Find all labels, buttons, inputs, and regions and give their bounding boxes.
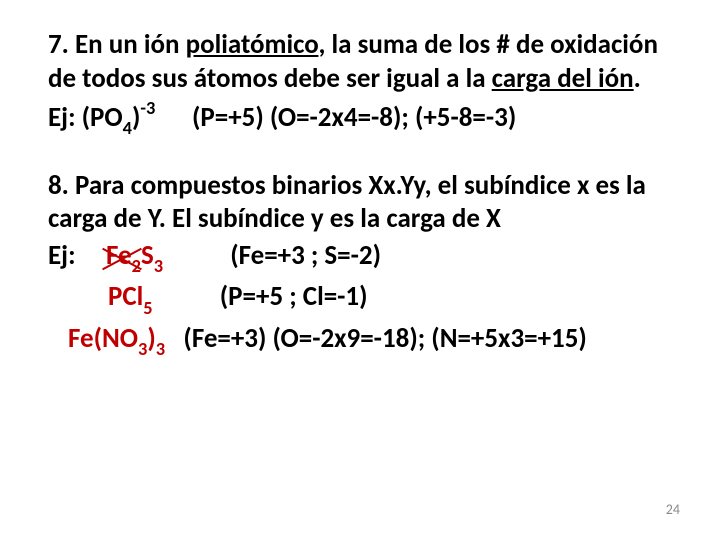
page-number: 24 (666, 501, 680, 518)
pcl-text: PCl (108, 280, 143, 313)
feno-calc: (Fe=+3) (O=-2x9=-18); (N=+5x3=+15) (183, 322, 586, 355)
rule-7-text: 7. En un ión poliatómico, la suma de los… (48, 28, 672, 96)
feno-mid: ) (147, 322, 155, 355)
ej-label: Ej: (PO (48, 101, 123, 134)
fe2s3-crossed: Fe2S3 (106, 238, 163, 277)
rule-7-calc: (P=+5) (O=-2x4=-8); (+5-8=-3) (192, 101, 516, 134)
po4-sup: -3 (140, 97, 155, 119)
fe-calc: (Fe=+3 ; S=-2) (230, 239, 381, 272)
fe-sub-2: 3 (154, 255, 163, 277)
rule-8-block: 8. Para compuestos binarios Xx.Yy, el su… (48, 169, 672, 360)
s-text: S (141, 239, 154, 272)
rule-7-example: Ej: (PO4)-3 (P=+5) (O=-2x4=-8); (+5-8=-3… (48, 98, 672, 139)
sp3 (165, 322, 183, 355)
sp2 (153, 280, 220, 313)
rule-7-post: . (634, 62, 641, 95)
feno-pre: Fe(NO (68, 322, 138, 355)
rule-8-example-1: Ej: Fe2S3 (Fe=+3 ; S=-2) (48, 238, 672, 277)
sp1 (163, 239, 230, 272)
po4-sub: 4 (123, 117, 132, 139)
rule-7-underline-2: carga del ión (492, 62, 634, 95)
rule-7-pre: 7. En un ión (48, 28, 186, 61)
feno-sub-2: 3 (156, 338, 165, 360)
rule-8-example-3: Fe(NO3)3 (Fe=+3) (O=-2x9=-18); (N=+5x3=+… (48, 321, 672, 360)
pcl-calc: (P=+5 ; Cl=-1) (220, 280, 368, 313)
rule-7-underline-1: poliatómico (186, 28, 319, 61)
rule-7-block: 7. En un ión poliatómico, la suma de los… (48, 28, 672, 139)
ej-label-8: Ej: (48, 239, 106, 272)
spacer (155, 101, 192, 134)
feno-sub-1: 3 (138, 338, 147, 360)
pcl-sub: 5 (143, 297, 152, 319)
rule-8-example-2: PCl5 (P=+5 ; Cl=-1) (48, 279, 672, 318)
rule-8-text: 8. Para compuestos binarios Xx.Yy, el su… (48, 169, 672, 237)
